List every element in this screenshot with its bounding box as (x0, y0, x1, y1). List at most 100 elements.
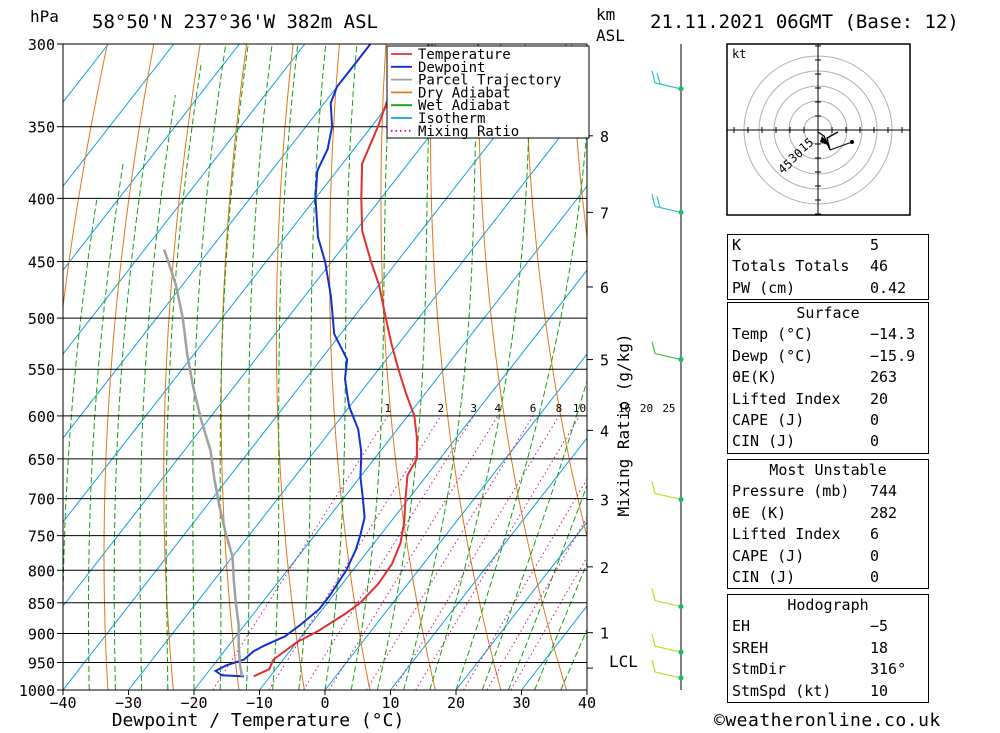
pressure-tick-label: 850 (28, 595, 55, 613)
hodograph-table-row: SREH 18 (728, 638, 928, 659)
most-unstable-row: CIN (J) 0 (728, 567, 928, 588)
row-value: 0 (870, 432, 880, 451)
dry-adiabat-line (103, 44, 155, 690)
temperature-tick-label: −40 (49, 694, 76, 712)
row-label: CIN (J) (732, 567, 796, 586)
wet-adiabat-line (192, 44, 227, 690)
axis-labels: 1 2 3 4 6 8 10 16 20 2530035040045050055060065070… (19, 36, 676, 712)
surface-title: Surface (728, 302, 928, 324)
hodograph-storm-point (850, 140, 854, 144)
temperature-tick-label: 0 (320, 694, 329, 712)
wet-adiabat-line (429, 44, 532, 690)
datetime: 21.11.2021 06GMT (Base: 12) (650, 11, 959, 33)
row-value: 282 (870, 503, 898, 522)
isotherm-line (63, 44, 437, 523)
row-label: EH (732, 617, 751, 636)
isotherm-line (63, 44, 502, 607)
hodograph-unit: kt (732, 47, 746, 61)
temperature-tick-label: −10 (246, 694, 273, 712)
row-value: −14.3 (870, 325, 916, 344)
row-value: 0 (870, 546, 880, 565)
wind-barb-column (651, 44, 684, 690)
dry-adiabat-line (63, 44, 108, 311)
pressure-tick-label: 800 (28, 562, 55, 580)
temperature-tick-label: 40 (578, 694, 596, 712)
profile-series (163, 44, 431, 678)
pressure-tick-label: 550 (28, 361, 55, 379)
surface-row: CAPE (J) 0 (728, 410, 928, 431)
mixing-ratio-line (415, 415, 581, 690)
wet-adiabat-line (245, 44, 273, 690)
storm-motion-arrow (820, 136, 830, 146)
row-label: SREH (732, 638, 769, 657)
isotherm-line (63, 44, 175, 187)
wet-adiabat-line (139, 95, 176, 690)
indices-row: Totals Totals 46 (728, 256, 928, 277)
hodograph-table-panel: Hodograph EH −5 SREH 18 StmDir 316° StmSpd (kt… (727, 594, 929, 703)
pressure-tick-label: 900 (28, 625, 55, 643)
most-unstable-row: Lifted Index 6 (728, 524, 928, 545)
row-label: Dewp (°C) (732, 346, 814, 365)
row-value: −5 (870, 617, 889, 636)
mixing-ratio-label: 25 (662, 402, 675, 415)
row-label: Pressure (mb) (732, 482, 850, 501)
wet-adiabat-line (376, 44, 433, 690)
mixing-ratio-label: 2 (438, 402, 445, 415)
legend-label: Temperature (418, 47, 511, 63)
wind-barb-feather (651, 194, 656, 207)
pressure-tick-label: 1000 (19, 682, 55, 700)
legend-label: Wet Adiabat (418, 98, 511, 114)
row-value: 744 (870, 482, 898, 501)
wind-barb-feather (651, 659, 656, 673)
legend-label: Dry Adiabat (418, 85, 511, 101)
most-unstable-panel: Most Unstable Pressure (mb) 744 θE (K) 282 L… (727, 459, 929, 590)
isotherm-line (63, 44, 240, 271)
dewpoint-line (213, 44, 372, 678)
wind-barb-feather (656, 196, 661, 208)
surface-panel: Surface Temp (°C) −14.3 Dewp (°C) −15.9 θE(K… (727, 302, 929, 454)
temperature-tick-label: −20 (180, 694, 207, 712)
wind-level-dot (678, 209, 684, 215)
wind-barb (654, 82, 682, 90)
km-unit: km (596, 5, 615, 24)
row-value: 20 (870, 389, 889, 408)
wind-barb (654, 645, 682, 653)
wet-adiabat-line (403, 44, 479, 690)
row-label: CAPE (J) (732, 546, 805, 565)
dry-adiabat-line (163, 44, 201, 690)
wet-adiabat-line (534, 561, 587, 690)
row-value: 6 (870, 525, 880, 544)
temperature-line (253, 44, 431, 678)
pressure-tick-label: 450 (28, 254, 55, 272)
row-label: Lifted Index (732, 525, 841, 544)
wind-barb-feather (651, 588, 656, 601)
legend-label: Parcel Trajectory (418, 73, 561, 89)
wind-barb-feather (651, 481, 656, 494)
hodograph-table-row: StmDir 316° (728, 659, 928, 680)
mixing-ratio-line (303, 415, 475, 690)
pressure-tick-label: 400 (28, 190, 55, 208)
row-value: 0 (870, 410, 880, 429)
mixing-ratio-label: 16 (618, 402, 631, 415)
hodograph-table-row: StmSpd (kt) 10 (728, 681, 928, 702)
temperature-tick-label: 10 (381, 694, 399, 712)
parcel-trajectory-line (163, 249, 244, 677)
km-tick-label: 5 (600, 352, 609, 370)
most-unstable-row: θE (K) 282 (728, 503, 928, 524)
wet-adiabat-line (298, 44, 327, 690)
row-label: θE(K) (732, 368, 778, 387)
row-label: StmDir (732, 660, 787, 679)
wind-barb (654, 352, 682, 361)
isotherm-line (390, 437, 587, 690)
footer-credit: ©weatheronline.co.uk (714, 710, 941, 731)
wind-level-dot (678, 604, 684, 610)
isotherm-line (259, 269, 587, 690)
wind-level-dot (678, 357, 684, 363)
pressure-tick-label: 700 (28, 491, 55, 509)
wind-level-dot (678, 649, 684, 655)
row-value: 316° (870, 660, 907, 679)
wet-adiabat-line (113, 126, 151, 690)
legend-label: Mixing Ratio (418, 124, 519, 140)
dry-adiabat-line (380, 44, 436, 690)
